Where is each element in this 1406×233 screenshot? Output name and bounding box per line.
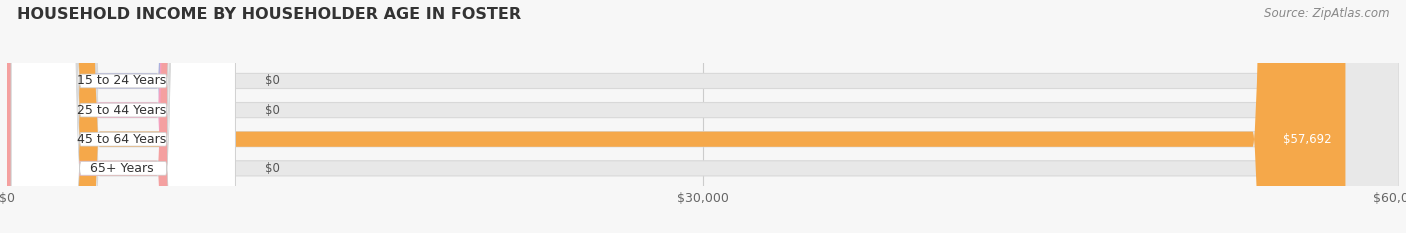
FancyBboxPatch shape xyxy=(7,0,1399,233)
FancyBboxPatch shape xyxy=(7,0,226,233)
Text: HOUSEHOLD INCOME BY HOUSEHOLDER AGE IN FOSTER: HOUSEHOLD INCOME BY HOUSEHOLDER AGE IN F… xyxy=(17,7,522,22)
Text: $0: $0 xyxy=(264,162,280,175)
Text: 25 to 44 Years: 25 to 44 Years xyxy=(77,104,166,116)
FancyBboxPatch shape xyxy=(11,0,235,233)
Text: $0: $0 xyxy=(264,104,280,116)
Text: 65+ Years: 65+ Years xyxy=(90,162,153,175)
FancyBboxPatch shape xyxy=(7,0,1399,233)
FancyBboxPatch shape xyxy=(7,0,226,233)
Text: Source: ZipAtlas.com: Source: ZipAtlas.com xyxy=(1264,7,1389,20)
Text: $0: $0 xyxy=(264,75,280,87)
FancyBboxPatch shape xyxy=(7,0,1399,233)
Text: 15 to 24 Years: 15 to 24 Years xyxy=(77,75,166,87)
FancyBboxPatch shape xyxy=(7,0,226,233)
FancyBboxPatch shape xyxy=(7,0,1399,233)
Text: 45 to 64 Years: 45 to 64 Years xyxy=(77,133,166,146)
Text: $57,692: $57,692 xyxy=(1282,133,1331,146)
FancyBboxPatch shape xyxy=(11,0,235,233)
FancyBboxPatch shape xyxy=(11,0,235,233)
FancyBboxPatch shape xyxy=(7,0,1346,233)
FancyBboxPatch shape xyxy=(11,0,235,233)
